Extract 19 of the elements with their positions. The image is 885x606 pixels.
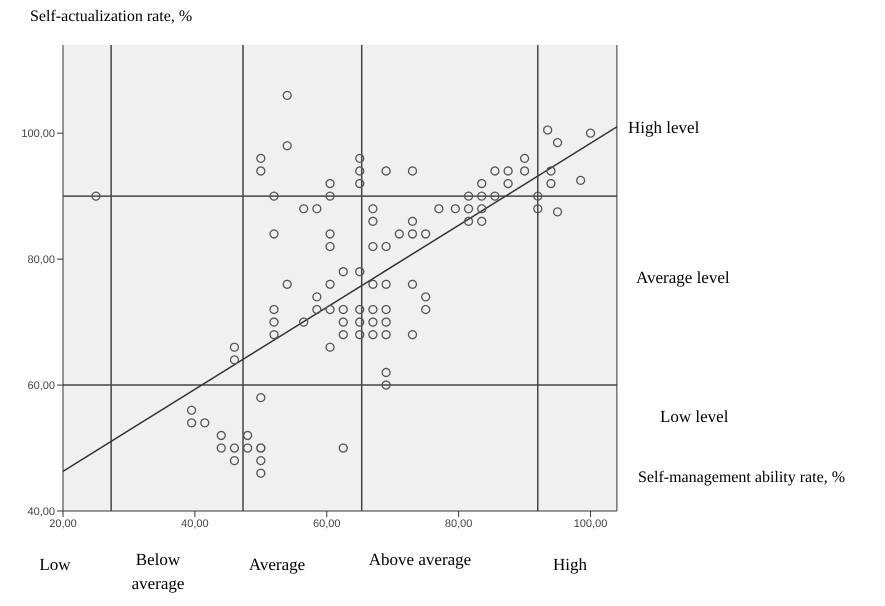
- y-axis-title: Self-actualization rate, %: [30, 8, 192, 26]
- text: Average: [248, 554, 306, 576]
- text: Average level: [636, 267, 731, 289]
- y-tick-label: 100,00: [21, 128, 55, 140]
- y-tick-label: 40,00: [27, 506, 55, 518]
- y-tick-label: 80,00: [27, 254, 55, 266]
- x-axis-title: Self-management ability rate, %: [638, 468, 846, 488]
- x-tick-label: 40,00: [181, 518, 209, 530]
- text: Low level: [660, 406, 730, 428]
- x-tick-label: 80,00: [444, 518, 472, 530]
- text: High: [552, 554, 588, 576]
- text: Below average: [130, 549, 186, 595]
- x-tick-label: 60,00: [312, 518, 341, 530]
- x-tick-label: 100,00: [574, 518, 608, 530]
- y-tick-label: 60,00: [27, 380, 55, 392]
- x-tick-label: 20,00: [49, 518, 77, 530]
- text: High level: [628, 117, 700, 139]
- text: Above average: [368, 549, 472, 571]
- text: Low: [38, 554, 72, 576]
